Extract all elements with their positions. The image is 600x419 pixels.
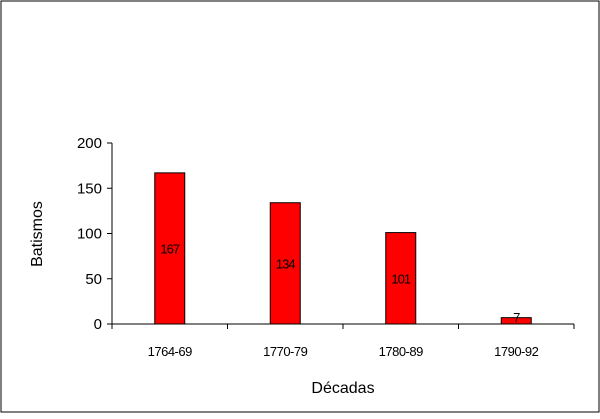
y-tick-label: 0 bbox=[94, 316, 102, 333]
bar-1790-92 bbox=[500, 317, 532, 325]
bar-1770-79 bbox=[269, 202, 301, 325]
y-axis: 0 50 100 150 200 bbox=[77, 135, 113, 333]
data-labels: 167 134 101 7 bbox=[160, 241, 521, 325]
bars bbox=[154, 172, 532, 325]
bar-value-label: 167 bbox=[160, 241, 179, 256]
x-category-label: 1790-92 bbox=[494, 344, 538, 359]
x-axis: 1764-69 1770-79 1780-89 1790-92 bbox=[111, 323, 575, 359]
bar-value-label: 134 bbox=[276, 256, 295, 271]
x-axis-title: Décadas bbox=[311, 380, 374, 397]
x-category-label: 1770-79 bbox=[263, 344, 307, 359]
y-tick-label: 200 bbox=[77, 135, 102, 152]
bar-1764-69 bbox=[154, 172, 186, 325]
y-tick-label: 150 bbox=[77, 180, 102, 197]
y-tick-label: 100 bbox=[77, 226, 102, 243]
bar-value-label: 7 bbox=[513, 310, 520, 325]
bar-value-label: 101 bbox=[391, 271, 410, 286]
x-category-label: 1780-89 bbox=[379, 344, 423, 359]
y-tick-label: 50 bbox=[85, 271, 102, 288]
x-category-label: 1764-69 bbox=[148, 344, 192, 359]
y-axis-title: Batismos bbox=[29, 201, 46, 267]
bar-1780-89 bbox=[385, 232, 417, 325]
